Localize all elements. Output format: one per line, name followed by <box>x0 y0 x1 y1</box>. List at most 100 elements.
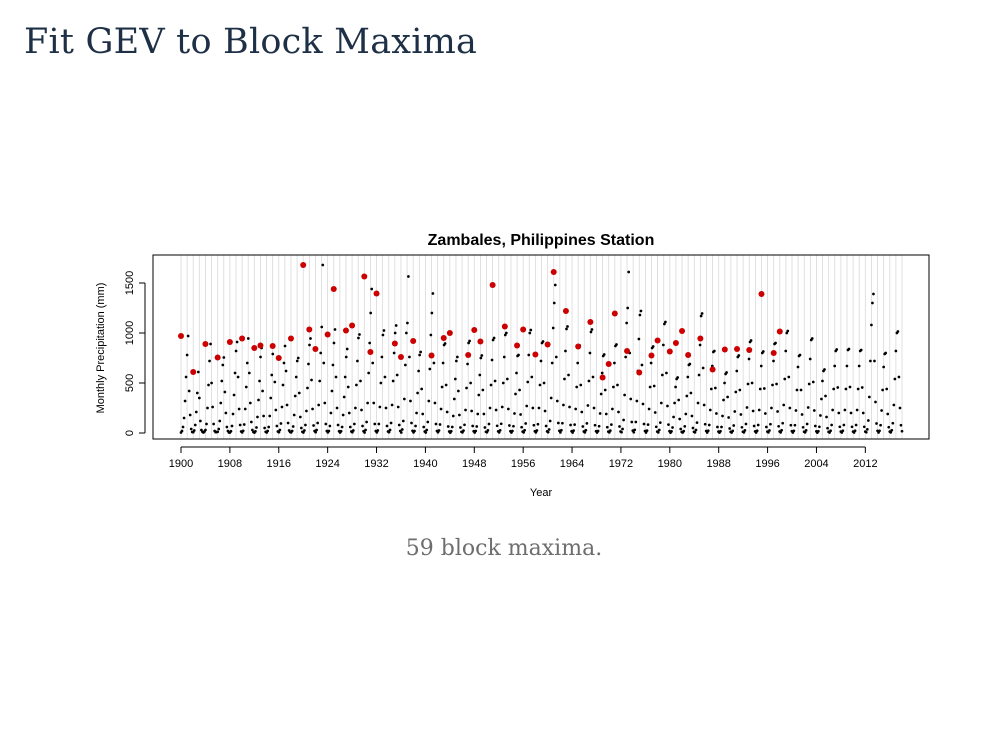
monthly-point <box>864 430 868 434</box>
block-maximum-point <box>709 366 716 373</box>
monthly-point <box>392 351 396 355</box>
monthly-point <box>559 431 562 434</box>
monthly-point <box>781 421 785 425</box>
monthly-point <box>257 398 260 402</box>
monthly-point <box>452 397 456 401</box>
monthly-point <box>856 387 860 391</box>
monthly-point <box>886 412 890 416</box>
monthly-point <box>664 320 667 324</box>
monthly-point <box>281 383 285 387</box>
x-tick-label: 1900 <box>169 458 193 470</box>
monthly-point <box>801 425 805 429</box>
monthly-point <box>507 407 510 411</box>
monthly-point <box>674 385 677 389</box>
monthly-point <box>339 429 343 433</box>
monthly-point <box>482 412 486 416</box>
block-maximum-point <box>489 282 496 288</box>
monthly-point <box>544 424 548 428</box>
monthly-point <box>737 354 741 357</box>
monthly-point <box>409 399 412 403</box>
monthly-point <box>751 409 755 413</box>
monthly-point <box>672 415 675 419</box>
block-maximum-point <box>251 345 258 351</box>
monthly-point <box>583 431 587 434</box>
monthly-point <box>706 429 710 433</box>
monthly-point <box>685 394 689 398</box>
monthly-point <box>842 423 846 427</box>
monthly-point <box>733 410 737 413</box>
x-tick-label: 1916 <box>267 458 291 470</box>
monthly-point <box>865 428 869 431</box>
monthly-point <box>708 408 712 412</box>
monthly-point <box>789 423 793 427</box>
grid-lines <box>180 255 903 439</box>
monthly-point <box>735 369 739 373</box>
monthly-point <box>333 328 337 331</box>
monthly-point <box>647 407 651 411</box>
block-maximum-point <box>275 355 282 361</box>
monthly-point <box>845 364 849 368</box>
monthly-point <box>275 424 279 428</box>
monthly-point <box>604 412 608 416</box>
monthly-point <box>874 400 877 404</box>
block-maximum-point <box>410 338 417 344</box>
monthly-point <box>469 381 472 385</box>
monthly-point <box>360 408 363 412</box>
x-tick-label: 2012 <box>853 458 877 470</box>
monthly-point <box>400 428 404 431</box>
monthly-point <box>514 392 517 396</box>
monthly-point <box>248 401 252 405</box>
monthly-point <box>335 406 339 410</box>
monthly-point <box>500 405 504 409</box>
x-tick-label: 1932 <box>364 458 388 470</box>
monthly-point <box>651 345 655 348</box>
monthly-point <box>637 337 641 341</box>
monthly-point <box>656 431 660 434</box>
monthly-point <box>332 341 336 345</box>
monthly-point <box>342 395 346 399</box>
monthly-point <box>530 375 534 379</box>
monthly-point <box>699 314 703 318</box>
monthly-point <box>743 429 747 432</box>
monthly-point <box>427 399 431 403</box>
block-maximum-point <box>666 348 673 355</box>
monthly-point <box>399 431 403 434</box>
monthly-point <box>230 424 234 428</box>
monthly-point <box>408 355 411 359</box>
monthly-point <box>536 422 540 426</box>
monthly-point <box>401 419 405 423</box>
monthly-point <box>303 429 306 432</box>
monthly-point <box>878 429 881 433</box>
monthly-point <box>361 424 364 428</box>
monthly-point <box>752 424 756 428</box>
block-maximum-point <box>770 350 777 356</box>
monthly-point <box>552 301 556 305</box>
monthly-point <box>667 423 670 426</box>
block-maximum-point <box>501 323 508 330</box>
monthly-point <box>795 388 799 392</box>
monthly-point <box>284 369 288 373</box>
monthly-point <box>355 383 358 387</box>
monthly-point <box>820 397 823 401</box>
block-maximum-point <box>514 342 521 349</box>
x-tick-label: 1972 <box>609 458 633 470</box>
monthly-point <box>550 361 554 365</box>
monthly-point <box>318 379 322 383</box>
monthly-point <box>882 365 885 369</box>
monthly-point <box>454 359 458 363</box>
monthly-point <box>568 405 571 409</box>
monthly-point <box>487 422 491 426</box>
monthly-point <box>613 361 616 365</box>
monthly-point <box>415 411 418 415</box>
y-tick-label: 1500 <box>124 271 136 295</box>
monthly-point <box>794 409 798 412</box>
monthly-point <box>354 406 357 410</box>
monthly-point <box>445 410 449 414</box>
monthly-point <box>565 327 568 331</box>
monthly-point <box>346 385 350 389</box>
monthly-point <box>572 429 575 432</box>
monthly-point <box>497 431 501 434</box>
monthly-point <box>242 423 246 426</box>
slide-caption: 59 block maxima. <box>405 536 603 561</box>
monthly-point <box>796 365 800 369</box>
